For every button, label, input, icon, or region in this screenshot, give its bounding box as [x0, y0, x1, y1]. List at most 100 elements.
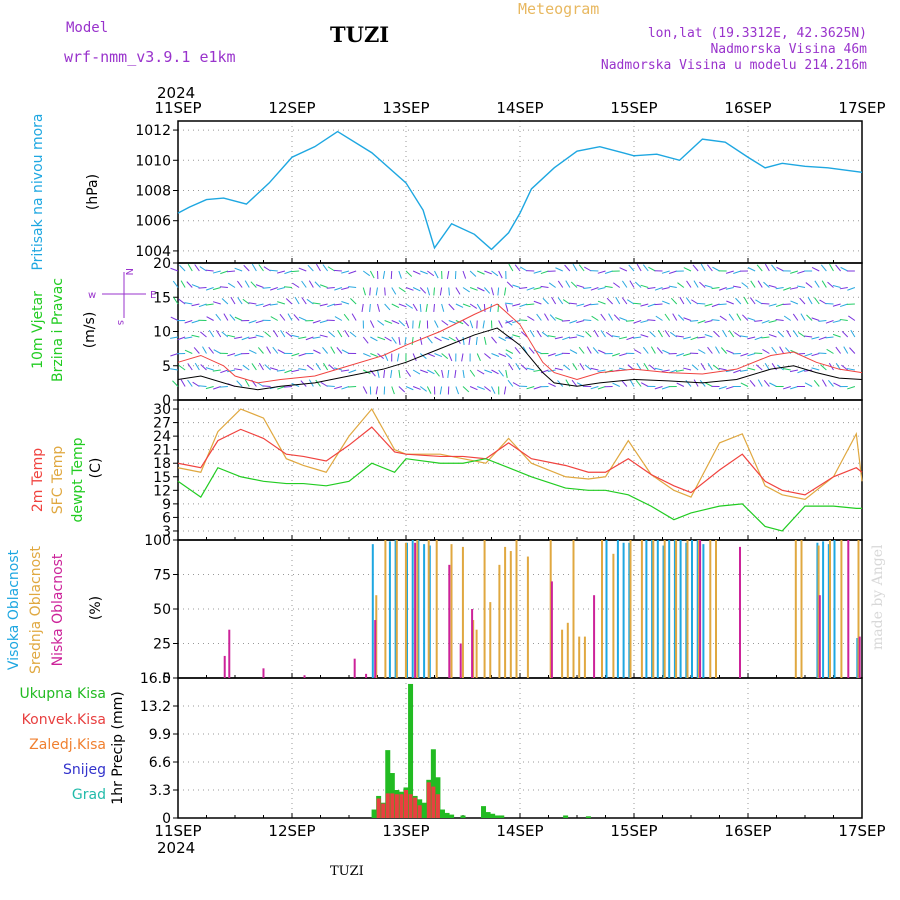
wind-arrow — [711, 287, 720, 290]
wind-arrow — [536, 330, 542, 338]
wind-arrow — [242, 298, 250, 305]
wind-arrow — [576, 334, 585, 338]
cloud-bar — [406, 542, 408, 678]
precip-bar — [494, 815, 500, 818]
wind-arrow — [173, 297, 179, 305]
wind-arrow — [212, 301, 221, 305]
precip-bar — [399, 794, 404, 818]
wind-arrow — [677, 282, 685, 288]
wind-arrow — [205, 287, 214, 291]
wind-arrow — [419, 386, 427, 392]
wind-arrow — [761, 320, 770, 324]
wind-arrow — [229, 314, 236, 321]
wind-arrow — [820, 264, 827, 272]
wind-arrow — [198, 385, 207, 387]
wind-arrow — [469, 369, 476, 377]
wind-arrow — [484, 270, 493, 275]
wind-arrow — [301, 280, 307, 288]
wind-arrow — [405, 369, 411, 377]
wind-arrow — [629, 379, 635, 387]
wind-arrow — [757, 379, 763, 387]
precip-bar — [481, 806, 487, 818]
x-tick-label-bottom: 14SEP — [496, 822, 543, 840]
wind-arrow — [591, 315, 599, 321]
y-tick-label: 20 — [153, 256, 171, 272]
wind-arrow — [799, 297, 806, 305]
wind-arrow — [377, 369, 380, 378]
wind-arrow — [248, 349, 257, 354]
cloud-bar — [816, 542, 819, 678]
compass-w: w — [88, 290, 96, 301]
wind-arrow — [498, 270, 503, 279]
wind-arrow — [650, 346, 656, 354]
wind-arrow — [491, 336, 497, 344]
wind-arrow — [675, 369, 684, 372]
wind-arrow — [557, 280, 564, 288]
precip-legend-total: Ukupna Kisa — [19, 686, 106, 702]
wind-arrow — [216, 329, 222, 338]
page-title: TUZI — [330, 22, 390, 47]
wind-arrow — [241, 336, 250, 341]
wind-arrow — [783, 315, 792, 321]
wind-arrow — [512, 334, 521, 338]
wind-arrow — [592, 347, 599, 354]
wind-arrow — [661, 300, 670, 305]
wind-arrow — [362, 336, 369, 344]
wind-arrow — [792, 313, 799, 321]
meteogram-label: Meteogram — [518, 0, 600, 18]
wind-arrow — [412, 386, 421, 390]
wind-arrow — [675, 335, 684, 338]
precip-bar — [485, 812, 491, 818]
wind-arrow — [439, 386, 443, 395]
y-tick-label: 18 — [153, 456, 171, 472]
wind-arrow — [768, 284, 777, 288]
wind-arrow — [526, 367, 535, 371]
wind-arrow — [590, 303, 599, 306]
cloud-bar — [371, 544, 374, 678]
y-tick-label: 1004 — [135, 244, 171, 260]
wind-arrow — [344, 330, 350, 338]
wind-arrow — [625, 320, 635, 322]
wind-arrow — [455, 386, 460, 395]
wind-arrow — [685, 297, 692, 305]
wind-arrow — [743, 296, 749, 305]
precip-bar — [439, 809, 445, 818]
wind-arrow — [418, 320, 421, 329]
wind-arrow — [512, 303, 521, 307]
wind-arrow — [561, 320, 570, 322]
wind-arrow — [348, 369, 357, 374]
wind-arrow — [391, 287, 397, 295]
wind-arrow — [565, 280, 571, 288]
wind-arrow — [248, 336, 257, 339]
wind-arrow — [412, 270, 421, 275]
wind-arrow — [483, 336, 487, 345]
precip-bar — [449, 814, 455, 818]
wind-arrow — [178, 298, 186, 305]
wind-arrow — [461, 353, 464, 362]
wind-arrow — [244, 379, 250, 387]
wind-arrow — [840, 303, 848, 308]
wind-arrow — [733, 369, 742, 374]
wind-arrow — [635, 379, 642, 387]
wind-arrow — [398, 320, 406, 327]
cloud-bar — [435, 540, 438, 678]
wind-arrow — [713, 331, 720, 338]
cloud-bar — [489, 602, 492, 678]
wind-arrow — [533, 300, 542, 305]
wind-arrow — [749, 297, 756, 305]
wind-arrow — [691, 364, 699, 371]
cloud-bar — [549, 540, 552, 678]
cloud-bar — [833, 540, 836, 678]
wind-arrow — [277, 301, 286, 305]
wind-arrow — [469, 386, 478, 391]
wind-arrow — [315, 363, 321, 371]
wind-arrow — [533, 270, 542, 274]
wind-arrow — [305, 336, 314, 341]
wind-arrow — [462, 270, 467, 279]
wind-arrow — [498, 320, 503, 328]
wind-arrow — [333, 269, 342, 272]
wind-arrow — [647, 319, 656, 321]
wind-arrow — [369, 320, 375, 328]
year-label-top: 2024 — [157, 84, 195, 102]
wind-arrow — [749, 380, 756, 387]
